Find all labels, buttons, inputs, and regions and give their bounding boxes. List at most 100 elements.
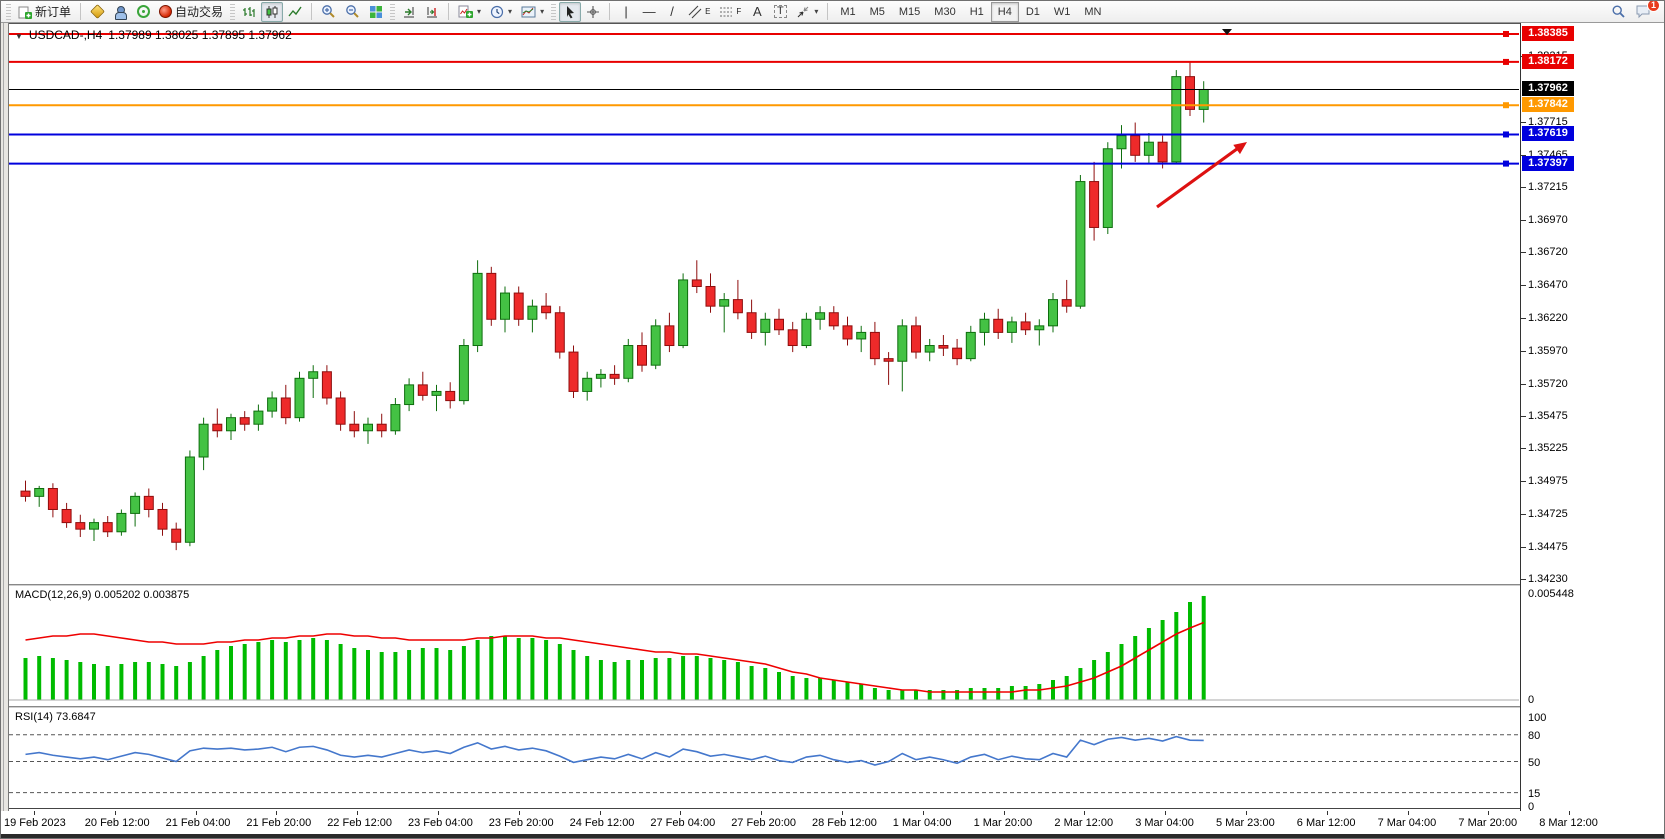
price-tick-mark [1521,481,1526,483]
crosshair-button[interactable] [582,2,604,22]
time-tick-label: 27 Feb 04:00 [650,817,716,829]
indicators-button[interactable]: ▾ [454,2,485,22]
timeframe-button-m1[interactable]: M1 [840,5,856,18]
toolbar-grip[interactable] [6,3,11,20]
template-icon [521,6,536,17]
candles-layer [20,61,1209,551]
time-axis[interactable]: 19 Feb 2023 20 Feb 12:00 21 Feb 04:00 21 Fe… [1,811,1664,834]
cursor-button[interactable] [559,1,582,22]
periods-button[interactable]: ▾ [486,2,516,22]
shapes-arrows-icon [797,6,809,17]
timeframe-button-m15[interactable]: M15 [898,5,921,18]
time-tick-mark [1407,811,1409,815]
new-order-button[interactable]: 新订单 [14,2,75,22]
candlestick-chart-surface[interactable] [9,24,1519,584]
horizontal-line-button[interactable]: — [638,2,660,22]
templates-caret-icon[interactable]: ▾ [540,7,545,16]
macd-pane: MACD(12,26,9) 0.005202 0.003875 [9,585,1520,707]
chart-shift-button[interactable] [421,2,443,22]
time-tick-label: 1 Mar 04:00 [892,817,952,829]
line-chart-button[interactable] [284,2,306,22]
fibonacci-button[interactable]: F [715,2,745,22]
rsi-line [25,735,1204,766]
time-tick-mark [761,811,763,815]
time-tick-mark [518,811,520,815]
hline-handle-1.38172[interactable] [1503,58,1509,65]
chart-symbol-title: USDCAD-,H4 [28,28,103,42]
chart-shift-icon [427,6,438,17]
indicators-icon [458,5,474,18]
fibonacci-icon [720,7,733,16]
timeframe-button-h4[interactable]: H4 [990,1,1019,22]
new-order-icon [18,6,32,19]
price-badge-1.38172: 1.38172 [1522,53,1574,69]
candlestick-button[interactable] [261,1,284,22]
shapes-caret-icon[interactable]: ▾ [814,7,819,16]
price-badge-1.37397: 1.37397 [1522,155,1574,171]
autotrade-button[interactable]: 自动交易 [155,2,227,22]
autoscroll-button[interactable] [398,2,420,22]
rsi-chart-surface[interactable] [9,708,1519,808]
left-gutter[interactable] [1,23,9,811]
cursor-icon [566,5,574,18]
hline-handle-1.38385[interactable] [1503,30,1509,37]
time-tick-label: 7 Mar 04:00 [1377,817,1437,829]
macd-chart-surface[interactable] [9,586,1519,706]
trend-arrow-annotation[interactable] [1156,142,1247,209]
price-tick-label: 1.35720 [1528,377,1568,390]
timeframe-button-m30[interactable]: M30 [934,5,956,18]
timeframe-button-m5[interactable]: M5 [869,5,885,18]
time-tick-label: 24 Feb 12:00 [569,817,635,829]
symbol-dropdown-icon[interactable]: ▼ [15,32,23,41]
trendline-icon: / [670,4,674,19]
crosshair-icon [587,5,600,18]
price-tick-label: 1.36970 [1528,213,1568,226]
hline-handle-1.37397[interactable] [1503,160,1509,167]
search-icon [1612,5,1625,18]
autoscroll-icon [404,6,415,17]
price-tick-label: 1.34725 [1528,508,1568,521]
time-tick-mark [1084,811,1086,815]
search-button[interactable] [1607,2,1630,22]
timeframe-button-mn[interactable]: MN [1084,5,1102,18]
time-tick-mark [34,811,35,815]
periods-caret-icon[interactable]: ▾ [508,7,513,16]
tile-windows-button[interactable] [365,2,387,22]
top-triangle-marker[interactable] [1222,29,1232,35]
time-tick-mark [195,811,197,815]
time-tick-mark [842,811,843,815]
macd-signal-line [25,621,1204,693]
shapes-button[interactable]: ▾ [792,2,822,22]
text-button[interactable]: A [746,2,768,22]
zoom-out-button[interactable] [341,2,364,22]
timeframe-button-d1[interactable]: D1 [1025,5,1040,18]
hline-handle-1.37619[interactable] [1503,131,1509,138]
order-book-button[interactable] [86,2,108,22]
time-tick-label: 3 Mar 04:00 [1135,817,1194,829]
price-tick-mark [1521,219,1526,221]
timeframe-group: M1 M5 M15 M30 H1 H4 D1 W1 MN [833,1,1108,22]
text-label-button[interactable]: T [769,2,791,22]
data-window-button[interactable] [109,2,131,22]
price-tick-label: 1.35225 [1528,442,1568,455]
time-tick-label: 22 Feb 12:00 [327,817,393,829]
chat-button[interactable]: 1 [1631,1,1660,22]
macd-axis-min: 0 [1528,694,1535,706]
price-axis[interactable]: 1.382151.377151.374651.372151.369701.367… [1520,23,1664,813]
data-window-icon [113,5,128,20]
time-tick-label: 20 Feb 12:00 [84,817,150,829]
trendline-button[interactable]: / [661,2,683,22]
indicators-caret-icon[interactable]: ▾ [477,7,482,16]
channel-button[interactable]: E [684,2,714,22]
templates-button[interactable]: ▾ [517,2,548,22]
price-chart-pane: ▼ USDCAD-,H4 1.37989 1.38025 1.37895 1.3… [9,23,1520,585]
rsi-axis-15: 15 [1528,787,1541,800]
signals-button[interactable] [132,2,154,22]
hline-handle-1.37842[interactable] [1503,102,1509,109]
timeframe-button-w1[interactable]: W1 [1053,5,1071,18]
bar-chart-button[interactable] [238,2,260,22]
vertical-line-button[interactable]: | [615,2,637,22]
hline-objects-layer[interactable] [9,30,1519,167]
timeframe-button-h1[interactable]: H1 [969,5,984,18]
zoom-in-button[interactable] [317,2,340,22]
